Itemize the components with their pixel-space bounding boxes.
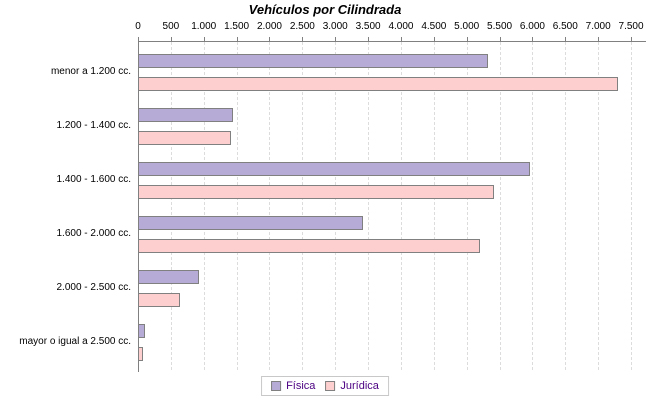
x-tick-mark bbox=[499, 37, 501, 41]
bar-fisica bbox=[138, 162, 530, 176]
gridline bbox=[368, 42, 370, 370]
bar-juridica bbox=[138, 185, 494, 199]
legend-label: Física bbox=[286, 380, 316, 392]
x-tick-mark bbox=[598, 37, 600, 41]
x-tick-label: 4.500 bbox=[421, 21, 447, 32]
category-label: 1.200 - 1.400 cc. bbox=[56, 120, 132, 131]
bar-juridica bbox=[138, 347, 144, 361]
gridline bbox=[335, 42, 337, 370]
x-tick-label: 5.500 bbox=[487, 21, 513, 32]
x-axis-line bbox=[138, 41, 646, 42]
x-tick-label: 1.500 bbox=[224, 21, 250, 32]
bar-fisica bbox=[138, 54, 488, 68]
gridline bbox=[236, 42, 238, 370]
gridline bbox=[565, 42, 567, 370]
x-tick-mark bbox=[335, 37, 337, 41]
x-tick-mark bbox=[532, 37, 534, 41]
x-tick-label: 6.000 bbox=[519, 21, 545, 32]
x-tick-mark bbox=[631, 37, 633, 41]
x-tick-label: 6.500 bbox=[552, 21, 578, 32]
x-tick-mark bbox=[433, 37, 435, 41]
gridline bbox=[598, 42, 600, 370]
gridline bbox=[269, 42, 271, 370]
bar-juridica bbox=[138, 131, 232, 145]
bar-fisica bbox=[138, 270, 200, 284]
x-tick-label: 7.000 bbox=[585, 21, 611, 32]
x-tick-label: 1.000 bbox=[191, 21, 217, 32]
gridline bbox=[170, 42, 172, 370]
bar-fisica bbox=[138, 108, 233, 122]
bar-fisica bbox=[138, 216, 363, 230]
x-tick-mark bbox=[138, 37, 139, 41]
x-tick-label: 3.500 bbox=[355, 21, 381, 32]
legend-item: Física bbox=[271, 380, 315, 392]
x-tick-mark bbox=[400, 37, 402, 41]
x-tick-mark bbox=[269, 37, 271, 41]
category-label: 2.000 - 2.500 cc. bbox=[56, 282, 132, 293]
gridline bbox=[302, 42, 304, 370]
x-tick-label: 500 bbox=[162, 21, 180, 32]
gridline bbox=[466, 42, 468, 370]
gridline bbox=[433, 42, 435, 370]
x-tick-label: 2.500 bbox=[289, 21, 315, 32]
x-tick-label: 5.000 bbox=[454, 21, 480, 32]
x-tick-label: 2.000 bbox=[256, 21, 282, 32]
x-tick-label: 0 bbox=[135, 21, 141, 32]
legend: Física Jurídica bbox=[261, 376, 389, 396]
x-tick-mark bbox=[302, 37, 304, 41]
chart-title: Vehículos por Cilindrada bbox=[248, 2, 402, 17]
bar-fisica bbox=[138, 324, 145, 338]
x-tick-mark bbox=[565, 37, 567, 41]
x-tick-mark bbox=[466, 37, 468, 41]
x-tick-label: 7.500 bbox=[618, 21, 644, 32]
bar-juridica bbox=[138, 239, 480, 253]
bar-juridica bbox=[138, 77, 618, 91]
legend-swatch bbox=[271, 381, 282, 391]
legend-item: Jurídica bbox=[325, 380, 379, 392]
gridline bbox=[532, 42, 534, 370]
category-label: 1.600 - 2.000 cc. bbox=[56, 228, 132, 239]
category-label: menor a 1.200 cc. bbox=[50, 66, 131, 77]
legend-swatch bbox=[325, 381, 336, 391]
x-tick-mark bbox=[236, 37, 238, 41]
x-tick-label: 3.000 bbox=[322, 21, 348, 32]
bar-juridica bbox=[138, 293, 181, 307]
y-axis-line bbox=[138, 41, 139, 372]
gridline bbox=[400, 42, 402, 370]
category-label: 1.400 - 1.600 cc. bbox=[56, 174, 132, 185]
gridline bbox=[631, 42, 633, 370]
gridline bbox=[499, 42, 501, 370]
legend-label: Jurídica bbox=[340, 380, 379, 392]
x-tick-mark bbox=[170, 37, 172, 41]
gridline bbox=[203, 42, 205, 370]
x-tick-label: 4.000 bbox=[388, 21, 414, 32]
x-tick-mark bbox=[203, 37, 205, 41]
x-tick-mark bbox=[368, 37, 370, 41]
category-label: mayor o igual a 2.500 cc. bbox=[19, 336, 131, 347]
